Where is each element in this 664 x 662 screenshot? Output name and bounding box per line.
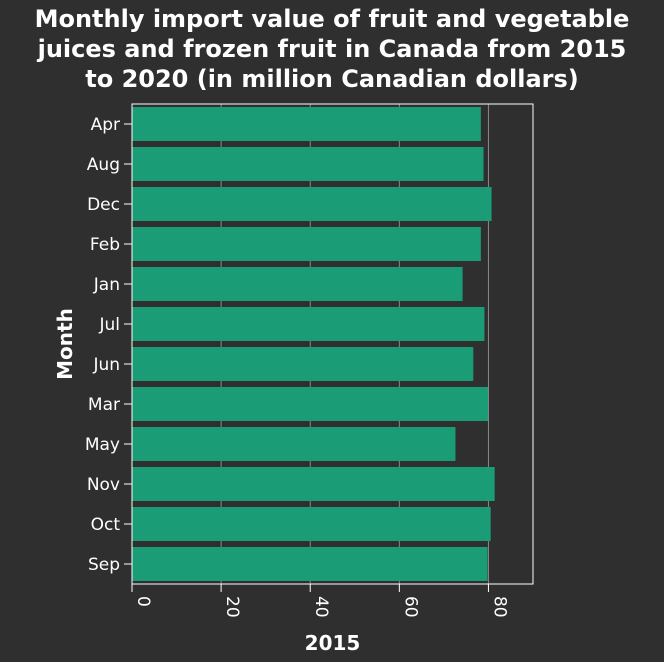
y-tick-label-nov: Nov <box>87 475 120 495</box>
bar-aug <box>132 147 484 181</box>
grid-lines <box>220 104 489 584</box>
x-tick-label-60: 60 <box>400 596 420 618</box>
x-tick-label-20: 20 <box>222 596 242 618</box>
y-tick-label-mar: Mar <box>88 395 120 415</box>
bar-mar <box>132 387 488 421</box>
bar-nov <box>132 467 495 501</box>
chart-title-line-3: to 2020 (in million Canadian dollars) <box>85 65 579 93</box>
bar-oct <box>132 507 491 541</box>
bar-sep <box>132 547 488 581</box>
chart-title-line-2: juices and frozen fruit in Canada from 2… <box>37 35 627 63</box>
x-tick-label-40: 40 <box>311 596 331 618</box>
y-tick-label-aug: Aug <box>87 155 120 175</box>
y-tick-label-jan: Jan <box>93 275 120 295</box>
plot-frame <box>131 103 534 585</box>
bar-may <box>132 427 456 461</box>
bar-feb <box>132 227 481 261</box>
y-tick-label-dec: Dec <box>87 195 120 215</box>
y-tick-label-sep: Sep <box>88 555 120 575</box>
y-tick-label-apr: Apr <box>91 115 120 135</box>
chart-title: Monthly import value of fruit and vegeta… <box>0 4 664 94</box>
y-tick-label-jul: Jul <box>98 315 120 335</box>
y-tick-label-may: May <box>85 435 120 455</box>
x-tick-label-80: 80 <box>489 596 509 618</box>
y-tick-label-jun: Jun <box>92 355 120 375</box>
x-axis-label: 2015 <box>305 631 361 655</box>
bar-jul <box>132 307 485 341</box>
bars <box>132 107 495 581</box>
chart-title-line-1: Monthly import value of fruit and vegeta… <box>34 5 630 33</box>
y-tick-label-feb: Feb <box>90 235 120 255</box>
bar-jun <box>132 347 474 381</box>
bar-dec <box>132 187 492 221</box>
x-tick-label-0: 0 <box>133 596 153 607</box>
y-tick-label-oct: Oct <box>91 515 121 535</box>
bar-apr <box>132 107 481 141</box>
y-axis-ticks: Apr Aug Dec Feb Jan Jul Jun Mar May Nov Oct Sep <box>85 115 132 575</box>
y-axis-label: Month <box>53 308 77 380</box>
x-axis-ticks: 0 20 40 60 80 <box>131 584 509 618</box>
bar-jan <box>132 267 463 301</box>
